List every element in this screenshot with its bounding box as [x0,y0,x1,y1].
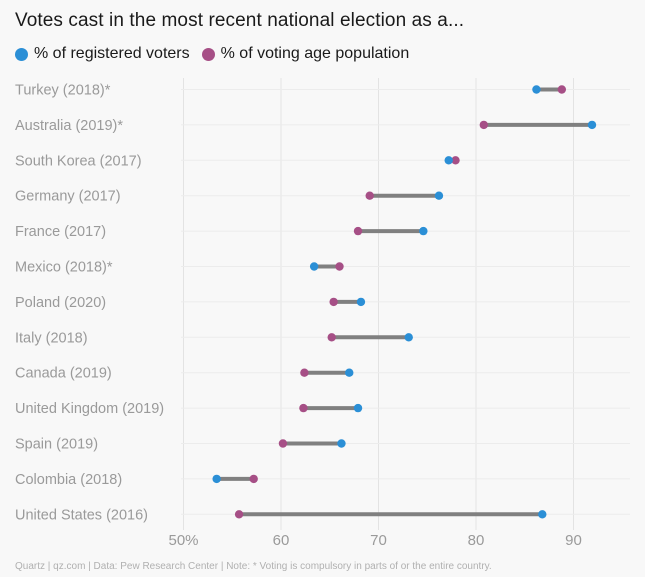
point-registered [356,297,366,307]
point-vap [365,191,374,200]
category-label: Mexico (2018)* [15,260,113,276]
point-vap [234,510,244,519]
legend-swatch-registered [15,47,28,61]
point-registered [337,439,346,448]
legend-swatch-vap [201,47,215,61]
x-tick-label-90: 90 [565,532,582,549]
point-vap [278,439,288,448]
point-registered [345,368,354,377]
category-label: Colombia (2018) [15,472,122,488]
category-label: Canada (2019) [15,366,112,382]
point-registered [353,403,363,413]
category-label: Turkey (2018)* [15,83,111,99]
point-registered [212,474,221,484]
legend-item-registered: % of registered voters [15,45,190,63]
point-vap [479,120,488,130]
category-label: France (2017) [15,224,106,240]
category-label: United Kingdom (2019) [15,401,164,417]
point-registered [404,333,413,342]
point-vap [300,368,309,377]
point-registered [309,262,319,271]
point-vap [249,474,258,484]
point-registered [538,510,547,519]
point-vap [335,262,344,271]
x-tick-label-70: 70 [370,532,387,549]
point-vap [327,333,336,342]
legend-label-registered: % of registered voters [34,45,190,62]
category-label: Italy (2018) [15,330,88,346]
x-tick-label-60: 60 [273,532,290,549]
footer-note: Quartz | qz.com | Data: Pew Research Cen… [15,561,492,572]
point-vap [353,226,363,236]
category-label: Australia (2019)* [15,118,123,134]
legend-item-vap: % of voting age population [201,45,410,63]
point-registered [587,120,597,130]
legend: % of registered voters % of voting age p… [15,45,421,63]
category-label: Spain (2019) [15,437,98,453]
legend-label-vap: % of voting age population [220,45,410,62]
category-label: Poland (2020) [15,295,106,311]
point-vap [299,403,308,413]
point-vap [329,297,338,307]
category-label: Germany (2017) [15,189,121,205]
category-label: South Korea (2017) [15,153,142,169]
point-registered [444,156,453,165]
point-registered [434,191,444,200]
chart-title: Votes cast in the most recent national e… [15,10,465,31]
x-tick-label-50: 50% [168,532,198,549]
category-label: United States (2016) [15,507,148,523]
point-registered [419,226,428,236]
point-vap [557,85,566,94]
point-registered [532,85,541,94]
x-tick-label-80: 80 [468,532,485,549]
point-vap [451,156,460,165]
